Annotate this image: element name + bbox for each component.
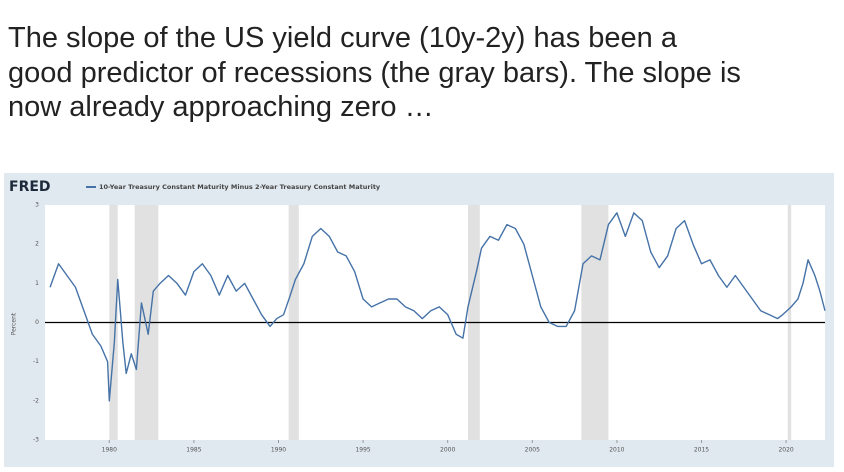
- slide-title-line: good predictor of recessions (the gray b…: [8, 57, 741, 89]
- x-tick-label: 1980: [102, 447, 117, 454]
- source-logo: FRED: [9, 179, 51, 195]
- legend-label: 10-Year Treasury Constant Maturity Minus…: [99, 183, 381, 191]
- y-tick-label: 2: [35, 241, 39, 248]
- x-tick-label: 1990: [271, 447, 286, 454]
- y-tick-label: -3: [33, 437, 39, 444]
- x-tick-label: 2010: [609, 447, 624, 454]
- slide-title-line: The slope of the US yield curve (10y-2y)…: [8, 22, 677, 54]
- slide-title-line: now already approaching zero …: [8, 91, 434, 123]
- x-tick-label: 1995: [355, 447, 370, 454]
- y-tick-label: 1: [35, 280, 39, 287]
- x-tick-label: 2015: [694, 447, 709, 454]
- x-tick-label: 2020: [778, 447, 793, 454]
- x-tick-label: 1985: [186, 447, 201, 454]
- x-tick-label: 2005: [525, 447, 540, 454]
- y-tick-label: -1: [33, 358, 39, 365]
- y-tick-label: -2: [33, 397, 39, 404]
- series-line: [49, 212, 826, 402]
- y-tick-label: 0: [35, 319, 39, 326]
- y-axis-label: Percent: [11, 312, 18, 335]
- x-tick-label: 2000: [440, 447, 455, 454]
- y-tick-label: 3: [35, 202, 39, 209]
